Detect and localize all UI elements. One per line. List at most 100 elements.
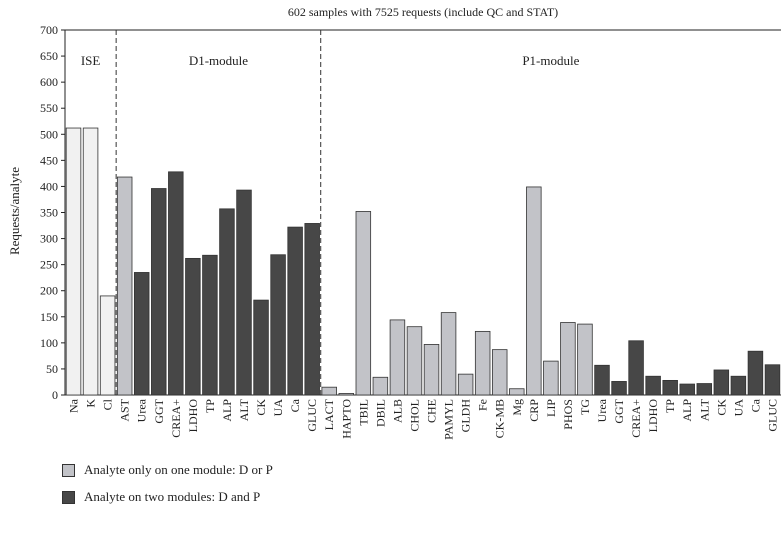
bar-fe — [474, 330, 491, 396]
chart-title: 602 samples with 7525 requests (include … — [288, 5, 558, 19]
module-sections: ISE D1-module P1-module — [81, 30, 580, 395]
x-tick-label: Urea — [595, 398, 609, 422]
x-tick-label: TBIL — [356, 399, 370, 426]
y-tick-label: 500 — [40, 127, 58, 141]
x-tick-label: Ca — [748, 398, 762, 412]
bar-chol — [406, 326, 423, 396]
y-axis: 0 50 100 150 200 250 300 350 400 450 500 550 600 650 7… — [40, 23, 781, 402]
bar-gluc — [304, 223, 320, 396]
x-tick-label: UA — [271, 399, 285, 417]
bar-ua — [270, 254, 286, 396]
bar-ggt — [151, 188, 167, 396]
bar-lact — [321, 386, 337, 396]
x-tick-label: Ca — [288, 398, 302, 412]
x-tick-label: CRP — [527, 399, 541, 422]
x-tick-label: CREA+ — [629, 399, 643, 438]
y-tick-label: 200 — [40, 284, 58, 298]
x-tick-label: GGT — [612, 398, 626, 423]
section-label: ISE — [81, 53, 101, 68]
x-tick-label: CK — [714, 399, 728, 416]
legend-swatch-one-module — [62, 463, 75, 477]
bar-che — [423, 344, 440, 396]
x-tick-label: Fe — [476, 399, 490, 411]
bar-alt — [696, 383, 713, 396]
x-tick-label: TG — [578, 399, 592, 415]
bar-mg — [509, 388, 525, 396]
bar-pamyl — [440, 312, 457, 396]
x-tick-label: ALT — [237, 398, 251, 421]
x-tick-label: ALT — [697, 398, 711, 421]
legend-swatch-two-modules — [62, 490, 75, 504]
bar-ck — [713, 369, 730, 396]
bar-ldho — [645, 375, 661, 396]
bar-alp — [219, 208, 235, 396]
bar-tg — [577, 323, 593, 396]
bar-ua — [730, 375, 747, 396]
y-tick-label: 100 — [40, 336, 58, 350]
bar-ck — [253, 299, 269, 396]
bar-ast — [116, 176, 133, 396]
y-tick-label: 550 — [40, 101, 58, 115]
bar-na — [65, 127, 82, 396]
bars — [65, 127, 781, 396]
section-label: D1-module — [189, 53, 248, 68]
y-tick-label: 300 — [40, 232, 58, 246]
bar-ca — [747, 350, 764, 396]
bar-lip — [543, 360, 559, 396]
y-tick-label: 700 — [40, 23, 58, 37]
x-tick-label: TP — [663, 399, 677, 413]
x-tick-label: Na — [67, 398, 81, 413]
x-tick-label: AST — [118, 398, 132, 421]
bar-dbil — [372, 376, 389, 396]
y-tick-label: 250 — [40, 258, 58, 272]
section-label: P1-module — [522, 53, 579, 68]
y-tick-label: 450 — [40, 153, 58, 167]
bar-crp — [526, 186, 542, 396]
x-tick-label: CREA+ — [169, 399, 183, 438]
x-tick-label: CK-MB — [493, 399, 507, 438]
bar-gldh — [457, 373, 474, 396]
bar-crea- — [628, 340, 644, 396]
y-tick-label: 150 — [40, 310, 58, 324]
bar-crea- — [168, 171, 184, 396]
bar-k — [82, 127, 99, 396]
y-tick-label: 0 — [52, 388, 58, 402]
x-tick-label: UA — [731, 399, 745, 417]
legend-item-two-modules: Analyte on two modules: D and P — [62, 489, 273, 505]
x-tick-label: PHOS — [561, 399, 575, 430]
legend: Analyte only on one module: D or P Analy… — [62, 462, 273, 505]
bar-phos — [560, 322, 576, 396]
x-tick-label: LIP — [544, 399, 558, 417]
x-tick-label: CHE — [425, 399, 439, 423]
x-tick-label: GLUC — [305, 399, 319, 432]
y-tick-label: 50 — [46, 362, 58, 376]
x-tick-label: LDHO — [646, 399, 660, 433]
x-tick-label: DBIL — [373, 399, 387, 427]
x-tick-labels: Na K Cl AST Urea GGT CREA+ LDHO TP ALP ALT CK UA Ca GL… — [67, 398, 780, 440]
bar-tbil — [355, 211, 372, 396]
x-tick-label: ALP — [680, 399, 694, 422]
x-tick-label: K — [84, 399, 98, 408]
x-tick-label: PAMYL — [442, 399, 456, 440]
x-tick-label: GGT — [152, 398, 166, 423]
bar-urea — [594, 364, 610, 396]
x-tick-label: GLDH — [459, 399, 473, 433]
bar-gluc — [764, 364, 781, 396]
bar-ca — [287, 226, 303, 396]
x-tick-label: LACT — [322, 398, 336, 430]
bar-alt — [236, 189, 252, 396]
bar-ck-mb — [491, 349, 508, 396]
bar-tp — [662, 379, 678, 396]
x-tick-label: CK — [254, 399, 268, 416]
y-axis-label: Requests/analyte — [7, 167, 22, 255]
x-tick-label: LDHO — [186, 399, 200, 433]
bar-hapto — [338, 393, 355, 396]
x-tick-label: Urea — [135, 398, 149, 422]
y-tick-label: 650 — [40, 49, 58, 63]
y-tick-label: 400 — [40, 179, 58, 193]
y-tick-label: 350 — [40, 206, 58, 220]
bar-ggt — [611, 381, 627, 396]
bar-alb — [389, 319, 406, 396]
bar-ldho — [185, 257, 201, 396]
legend-label-two-modules: Analyte on two modules: D and P — [84, 489, 261, 504]
